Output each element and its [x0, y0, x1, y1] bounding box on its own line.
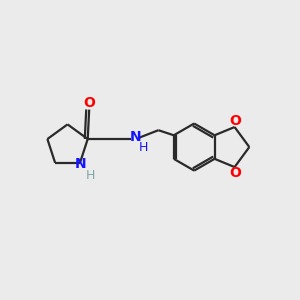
Text: O: O	[230, 166, 242, 180]
Text: O: O	[83, 96, 95, 110]
Text: N: N	[75, 157, 86, 171]
Text: N: N	[130, 130, 142, 144]
Text: H: H	[85, 169, 95, 182]
Text: H: H	[139, 141, 148, 154]
Text: O: O	[230, 114, 242, 128]
